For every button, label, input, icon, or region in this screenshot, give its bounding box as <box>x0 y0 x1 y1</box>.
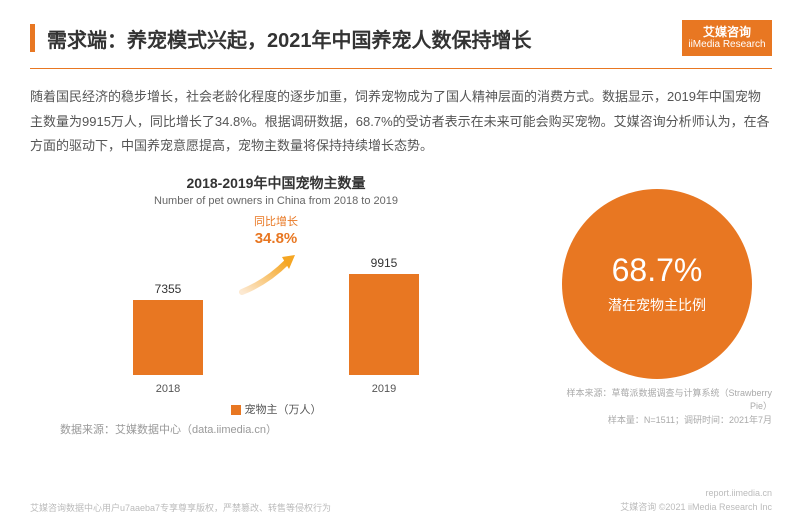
bar-group-2018: 7355 <box>128 282 208 375</box>
footer-url: report.iimedia.cn <box>620 487 772 501</box>
sample-details: 样本量：N=1511；调研时间：2021年7月 <box>562 414 772 428</box>
circle-label: 潜在宠物主比例 <box>608 295 706 315</box>
content-row: 2018-2019年中国宠物主数量 Number of pet owners i… <box>0 159 802 437</box>
bar-value-0: 7355 <box>155 282 182 296</box>
chart-title-cn: 2018-2019年中国宠物主数量 <box>30 173 522 193</box>
bars-container: 7355 9915 <box>30 245 522 375</box>
circle-percent: 68.7% <box>612 252 703 289</box>
x-label-0: 2018 <box>128 383 208 395</box>
x-axis-labels: 2018 2019 <box>30 383 522 395</box>
growth-annotation: 同比增长 34.8% <box>254 215 298 249</box>
stat-circle: 68.7% 潜在宠物主比例 <box>562 189 752 379</box>
chart-legend: 宠物主（万人） <box>30 401 522 417</box>
chart-title-en: Number of pet owners in China from 2018 … <box>30 195 522 207</box>
body-paragraph: 随着国民经济的稳步增长，社会老龄化程度的逐步加重，饲养宠物成为了国人精神层面的消… <box>0 69 802 159</box>
bar-value-1: 9915 <box>371 256 398 270</box>
footer-copyright-user: 艾媒咨询数据中心用户u7aaeba7专享尊享版权，严禁篡改、转售等侵权行为 <box>30 501 331 514</box>
accent-bar <box>30 24 35 52</box>
sample-info: 样本来源：草莓派数据调查与计算系统（Strawberry Pie） 样本量：N=… <box>562 387 772 428</box>
bar-chart: 2018-2019年中国宠物主数量 Number of pet owners i… <box>30 169 522 437</box>
bar-group-2019: 9915 <box>344 256 424 375</box>
brand-logo: 艾媒咨询 iiMedia Research <box>682 20 772 56</box>
bar-1 <box>349 274 419 375</box>
legend-label: 宠物主（万人） <box>245 404 322 416</box>
footer-copyright: 艾媒咨询 ©2021 iiMedia Research Inc <box>620 501 772 515</box>
footer: 艾媒咨询数据中心用户u7aaeba7专享尊享版权，严禁篡改、转售等侵权行为 re… <box>30 487 772 514</box>
logo-text-cn: 艾媒咨询 <box>703 26 751 39</box>
bar-0 <box>133 300 203 375</box>
logo-text-en: iiMedia Research <box>688 39 765 50</box>
footer-right: report.iimedia.cn 艾媒咨询 ©2021 iiMedia Res… <box>620 487 772 514</box>
header: 需求端：养宠模式兴起，2021年中国养宠人数保持增长 艾媒咨询 iiMedia … <box>0 0 802 56</box>
x-label-1: 2019 <box>344 383 424 395</box>
page-title: 需求端：养宠模式兴起，2021年中国养宠人数保持增长 <box>47 24 682 53</box>
growth-label-text: 同比增长 <box>254 215 298 229</box>
sample-source: 样本来源：草莓派数据调查与计算系统（Strawberry Pie） <box>562 387 772 414</box>
circle-stat-area: 68.7% 潜在宠物主比例 样本来源：草莓派数据调查与计算系统（Strawber… <box>562 169 772 437</box>
legend-swatch <box>231 405 241 415</box>
footer-left: 艾媒咨询数据中心用户u7aaeba7专享尊享版权，严禁篡改、转售等侵权行为 <box>30 501 331 514</box>
data-source-line: 数据来源：艾媒数据中心（data.iimedia.cn） <box>30 417 522 437</box>
chart-plot-area: 同比增长 34.8% 7355 9915 <box>30 215 522 395</box>
